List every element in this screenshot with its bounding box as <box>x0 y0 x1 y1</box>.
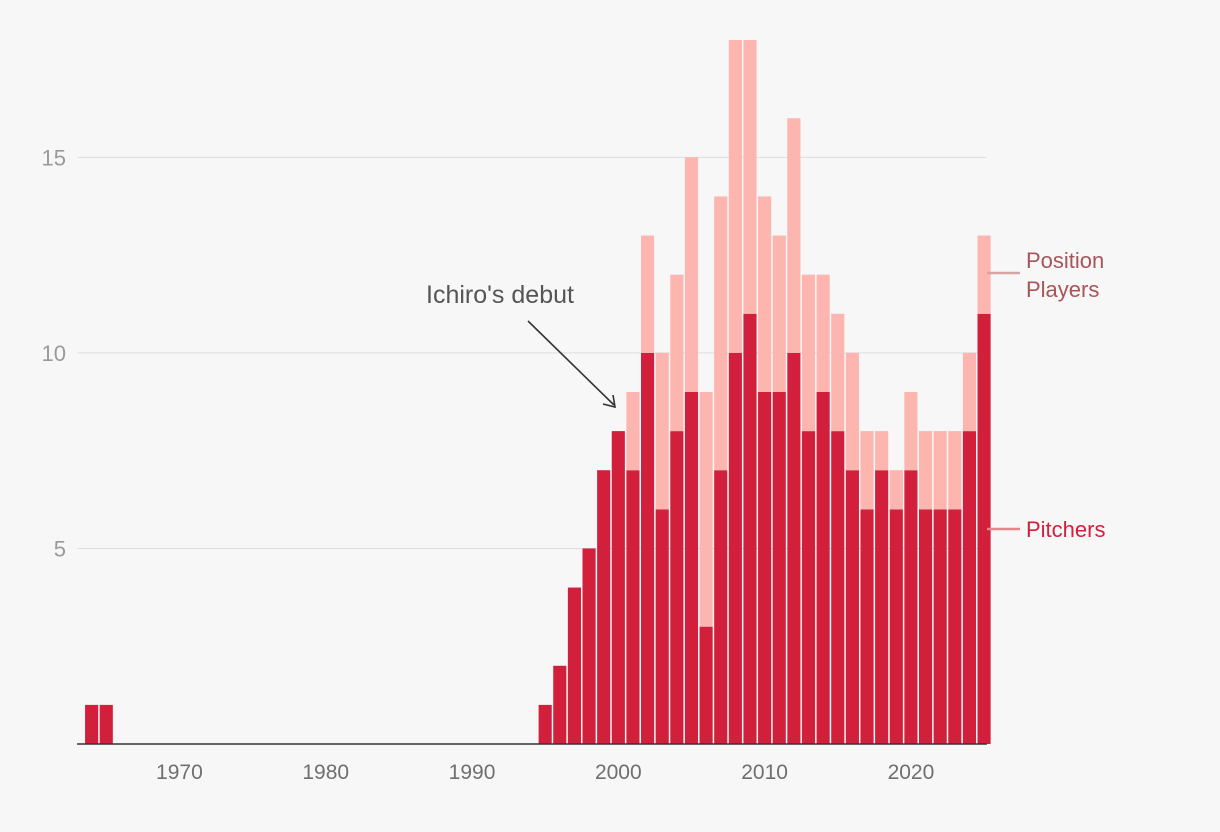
x-axis-ticks: 1970 1980 1990 2000 2010 2020 <box>156 761 934 784</box>
bar-position-players-2003 <box>655 352 669 510</box>
bar-pitchers-2005 <box>684 392 699 744</box>
bar-pitchers-2019 <box>889 509 903 744</box>
x-tick-label-1970: 1970 <box>156 761 203 784</box>
y-tick-label-10: 10 <box>42 341 66 366</box>
bar-pitchers-2023 <box>948 509 962 744</box>
bar-pitchers-2013 <box>801 431 816 744</box>
bar-position-players-2025 <box>977 235 991 314</box>
legend-pitchers-label: Pitchers <box>1026 517 1105 542</box>
bar-position-players-2015 <box>831 313 845 432</box>
bar-position-players-2016 <box>845 352 859 471</box>
bar-pitchers-1998 <box>582 548 596 744</box>
bars <box>85 40 991 744</box>
bar-pitchers-1996 <box>553 665 567 744</box>
annotation: Ichiro's debut <box>426 281 616 409</box>
bar-position-players-2010 <box>758 196 772 392</box>
bar-pitchers-2003 <box>655 509 669 744</box>
bar-position-players-2008 <box>728 40 742 353</box>
bar-pitchers-2017 <box>860 509 874 744</box>
bar-pitchers-2009 <box>743 313 757 744</box>
bar-position-players-2019 <box>889 470 903 510</box>
bar-pitchers-2011 <box>772 392 786 744</box>
bar-pitchers-2020 <box>904 470 918 744</box>
bar-pitchers-2014 <box>816 392 830 744</box>
bar-pitchers-2018 <box>875 470 889 744</box>
bar-position-players-2023 <box>948 431 962 510</box>
bar-position-players-2020 <box>904 392 918 471</box>
x-tick-label-2000: 2000 <box>595 761 642 784</box>
bar-pitchers-2021 <box>918 509 933 744</box>
bar-pitchers-2010 <box>758 392 772 744</box>
y-tick-label-15: 15 <box>42 145 66 170</box>
bar-position-players-2021 <box>918 431 933 510</box>
bar-position-players-2009 <box>743 40 757 314</box>
bar-pitchers-1995 <box>538 704 552 744</box>
legend: Position Players Pitchers <box>987 248 1110 542</box>
bar-position-players-2001 <box>626 392 640 471</box>
bar-pitchers-1964 <box>85 704 99 744</box>
bar-pitchers-2002 <box>641 352 655 744</box>
annotation-arrow-line <box>527 320 615 406</box>
bar-position-players-2007 <box>714 196 728 471</box>
bar-pitchers-1965 <box>99 704 113 744</box>
bar-pitchers-2008 <box>728 352 742 744</box>
bar-position-players-2002 <box>641 235 655 353</box>
bar-pitchers-2025 <box>977 313 991 744</box>
x-tick-label-1990: 1990 <box>449 761 496 784</box>
bar-position-players-2018 <box>875 431 889 471</box>
bar-pitchers-2004 <box>670 431 684 744</box>
bar-pitchers-2001 <box>626 470 640 744</box>
bar-position-players-2006 <box>699 392 713 627</box>
bar-pitchers-2016 <box>845 470 859 744</box>
bar-position-players-2014 <box>816 274 830 392</box>
legend-position-label-line-2: Players <box>1026 277 1099 302</box>
legend-position-label-line-1: Position <box>1026 248 1104 273</box>
bar-pitchers-1997 <box>567 587 581 744</box>
x-tick-label-2010: 2010 <box>741 761 788 784</box>
y-axis-ticks: 5 10 15 <box>42 145 66 561</box>
bar-pitchers-2000 <box>611 431 625 744</box>
bar-position-players-2024 <box>962 352 977 432</box>
bar-position-players-2005 <box>684 157 699 392</box>
bar-position-players-2022 <box>933 431 947 510</box>
bar-position-players-2013 <box>801 274 816 432</box>
bar-pitchers-2007 <box>714 470 728 744</box>
legend-position-players-label: Position Players <box>1026 248 1110 302</box>
x-tick-label-1980: 1980 <box>302 761 349 784</box>
x-tick-label-2020: 2020 <box>888 761 935 784</box>
bar-position-players-2012 <box>787 118 801 353</box>
bar-pitchers-2006 <box>699 626 713 744</box>
bar-pitchers-2015 <box>831 431 845 744</box>
bar-pitchers-2024 <box>962 431 977 744</box>
annotation-arrowhead <box>602 394 616 409</box>
annotation-text: Ichiro's debut <box>426 281 574 309</box>
bar-position-players-2017 <box>860 431 874 510</box>
bar-position-players-2011 <box>772 235 786 392</box>
bar-pitchers-2022 <box>933 509 947 744</box>
bar-pitchers-2012 <box>787 352 801 744</box>
bar-position-players-2004 <box>670 274 684 432</box>
y-tick-label-5: 5 <box>54 536 66 561</box>
bar-pitchers-1999 <box>597 470 611 744</box>
